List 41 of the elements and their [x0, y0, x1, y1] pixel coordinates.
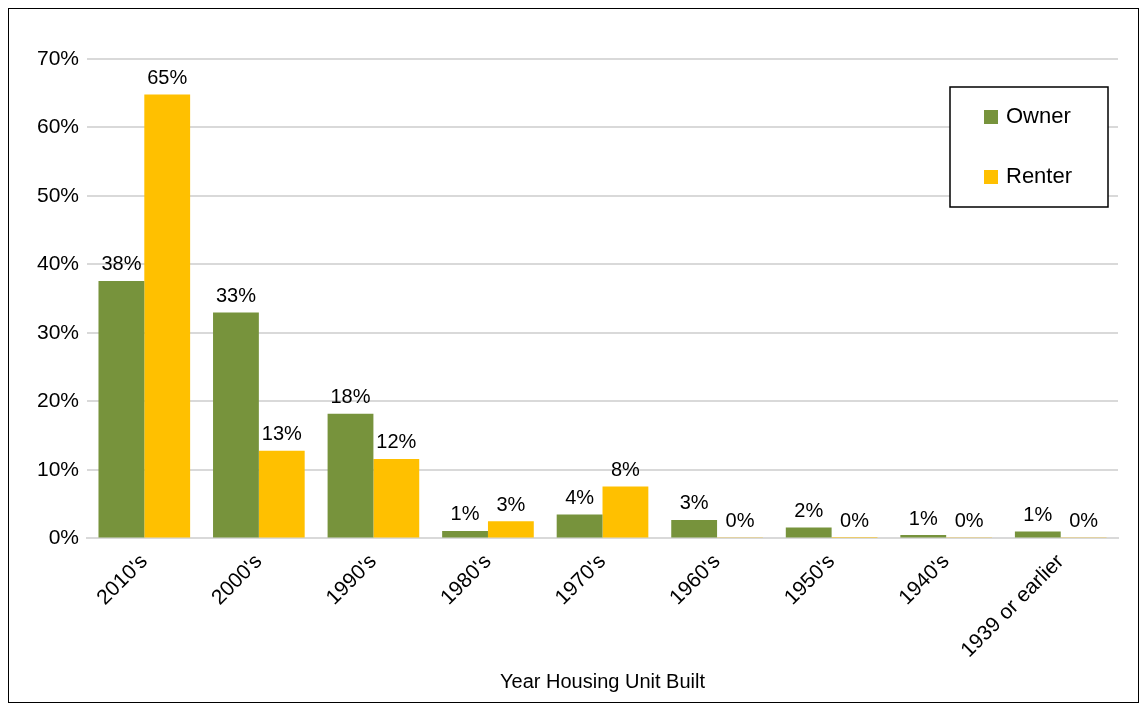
- data-label: 1%: [450, 502, 480, 525]
- data-label: 65%: [147, 66, 188, 89]
- bar: [442, 530, 488, 538]
- data-label: 13%: [261, 422, 302, 445]
- bar: [213, 312, 259, 538]
- bar: [785, 527, 832, 538]
- y-tick-label: 0%: [48, 525, 80, 549]
- data-label: 2%: [794, 498, 824, 521]
- legend-label: Renter: [1006, 163, 1073, 189]
- y-tick-label: 70%: [37, 45, 80, 69]
- data-label: 8%: [610, 457, 641, 480]
- bar: [671, 519, 718, 538]
- bar: [98, 280, 145, 538]
- bar: [327, 413, 374, 538]
- y-tick-label: 40%: [37, 251, 80, 275]
- bar: [258, 450, 305, 538]
- y-tick-label: 50%: [37, 182, 80, 206]
- bar: [487, 521, 534, 538]
- data-label: 0%: [840, 508, 870, 531]
- data-label: 1%: [1023, 503, 1053, 526]
- data-label: 3%: [679, 491, 709, 514]
- bar: [373, 458, 420, 538]
- data-label: 12%: [376, 430, 417, 453]
- y-tick-label: 20%: [37, 388, 80, 412]
- data-label: 0%: [725, 509, 755, 532]
- data-label: 18%: [330, 385, 371, 408]
- y-tick-label: 10%: [37, 456, 80, 480]
- data-label: 3%: [496, 492, 526, 515]
- data-label: 1%: [908, 506, 938, 529]
- legend-label: Owner: [1006, 103, 1071, 129]
- data-label: 4%: [565, 485, 595, 508]
- bar: [602, 486, 649, 538]
- x-axis-title: Year Housing Unit Built: [500, 669, 706, 692]
- bar: [556, 514, 603, 538]
- data-label: 33%: [215, 283, 257, 306]
- data-label: 0%: [954, 509, 984, 532]
- data-label: 0%: [1069, 509, 1099, 532]
- bar: [144, 94, 191, 538]
- data-label: 38%: [101, 252, 142, 275]
- y-tick-label: 60%: [37, 114, 80, 138]
- y-tick-label: 30%: [37, 319, 80, 343]
